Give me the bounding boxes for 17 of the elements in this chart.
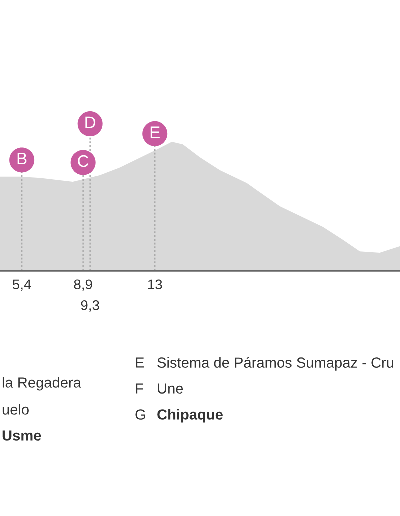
ref-line-label: B — [18, 153, 27, 165]
text: Sistema de Páramos Sumapaz - Cru — [158, 357, 394, 371]
x-tick-label: 13 — [148, 280, 162, 290]
text: Une — [158, 384, 184, 394]
ref-line-label: E — [150, 126, 160, 138]
x-tick-label: 8,9 — [74, 280, 92, 292]
text: E — [136, 358, 144, 368]
ref-line-label: C — [78, 155, 89, 168]
text: 9,3 — [81, 300, 100, 312]
x-tick-label: 5,4 — [12, 280, 32, 292]
text: Usme — [2, 430, 42, 441]
text: F — [136, 384, 144, 394]
ref-line-label: D — [86, 116, 96, 128]
text: G — [136, 410, 146, 420]
text: uelo — [2, 404, 29, 415]
text: la Regadera — [2, 377, 82, 391]
text: Chipaque — [158, 409, 223, 423]
